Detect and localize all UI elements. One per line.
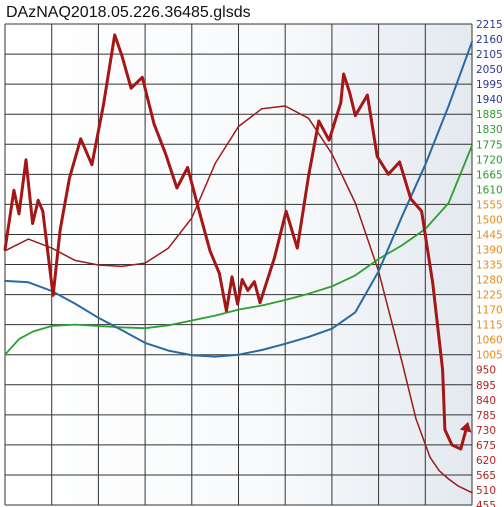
y-tick-label: 2050 [476, 64, 503, 76]
y-axis-ticks: 2215 2160 2105 2050 1995 1940 1885 1830 1775 1720… [476, 19, 503, 507]
y-tick-label: 565 [476, 470, 496, 482]
y-tick-label: 1335 [476, 260, 503, 272]
y-tick-label: 840 [476, 395, 496, 407]
series-group [3, 33, 473, 494]
y-tick-label: 785 [476, 410, 496, 422]
y-tick-label: 1610 [476, 184, 503, 196]
series-line-price [3, 33, 472, 451]
y-tick-label: 730 [476, 425, 496, 437]
y-tick-label: 2160 [476, 34, 503, 46]
y-tick-label: 1665 [476, 169, 503, 181]
series-line-blue-curve [4, 40, 473, 358]
y-tick-label: 1720 [476, 154, 503, 166]
y-tick-label: 455 [476, 500, 496, 507]
y-tick-label: 1390 [476, 244, 503, 256]
y-tick-label: 1775 [476, 139, 503, 151]
y-tick-label: 1445 [476, 229, 503, 241]
series-line-red-curve [4, 105, 473, 494]
grid [4, 23, 473, 506]
y-tick-label: 1940 [476, 94, 503, 106]
y-tick-label: 950 [476, 365, 496, 377]
y-tick-label: 1280 [476, 275, 503, 287]
series-line-green-curve [4, 144, 473, 356]
y-tick-label: 1005 [476, 350, 503, 362]
y-tick-label: 1060 [476, 335, 503, 347]
y-tick-label: 1830 [476, 124, 503, 136]
chart-title: DAzNAQ2018.05.226.36485.glsds [6, 4, 251, 21]
y-tick-label: 510 [476, 485, 496, 497]
y-tick-label: 1115 [476, 320, 503, 332]
y-tick-label: 1555 [476, 199, 503, 211]
y-tick-label: 1170 [476, 305, 503, 317]
y-tick-label: 2215 [476, 19, 503, 31]
y-tick-label: 1500 [476, 214, 503, 226]
y-tick-label: 675 [476, 440, 496, 452]
y-tick-label: 1885 [476, 109, 503, 121]
y-tick-label: 1225 [476, 290, 503, 302]
y-tick-label: 895 [476, 380, 496, 392]
y-tick-label: 620 [476, 455, 496, 467]
y-tick-label: 2105 [476, 49, 503, 61]
y-tick-label: 1995 [476, 79, 503, 91]
